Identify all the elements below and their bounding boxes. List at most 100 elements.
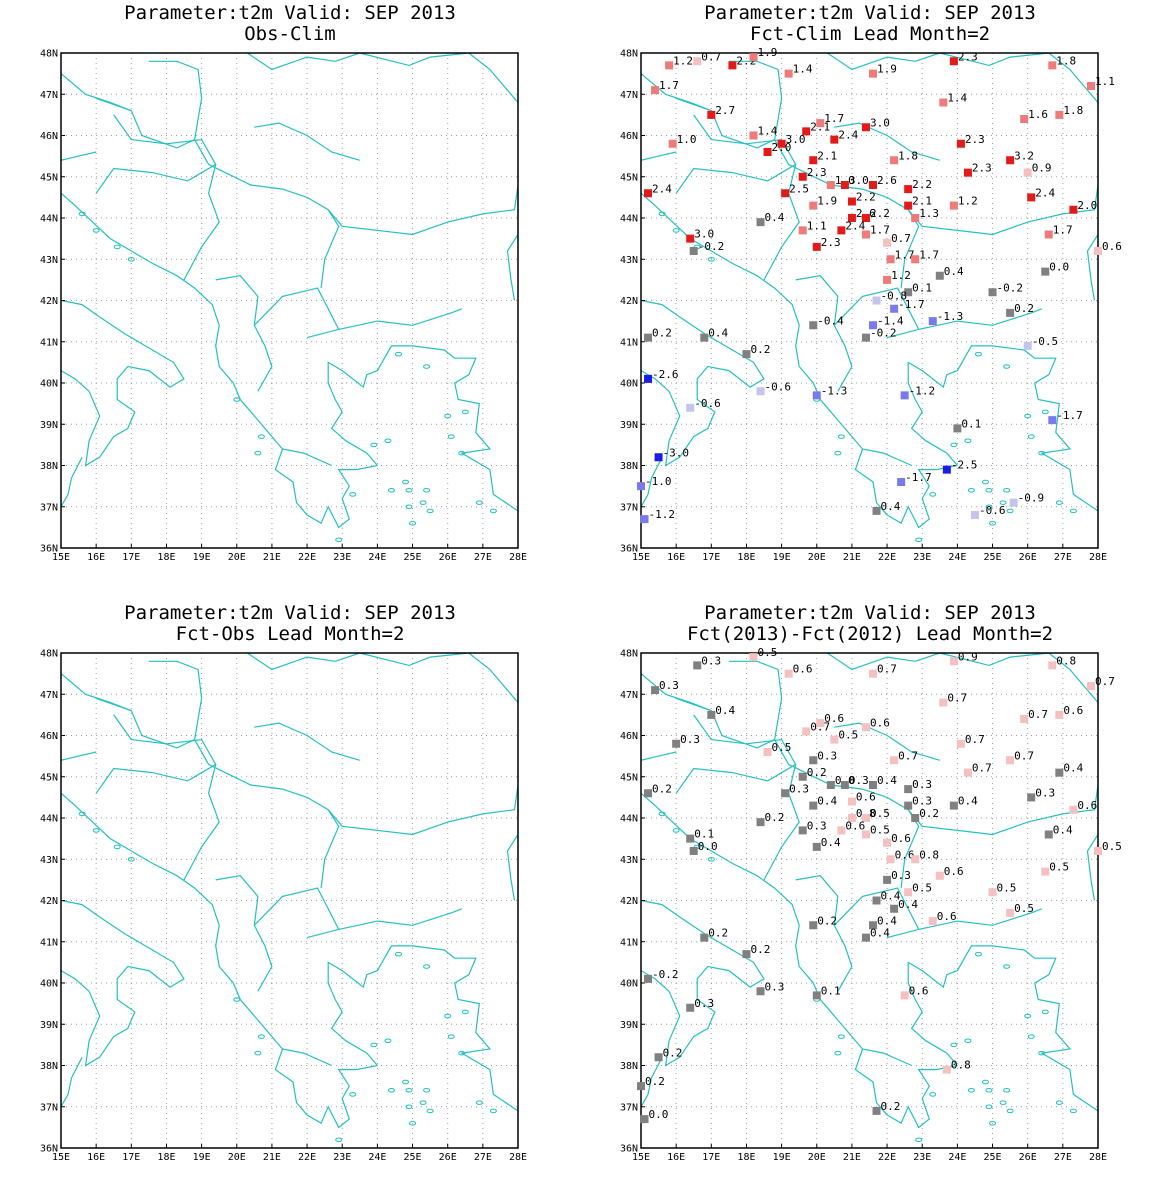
station-marker	[1006, 908, 1015, 917]
coastline	[253, 887, 340, 939]
station-value-label: 3.0	[786, 133, 806, 146]
coastline	[834, 722, 940, 761]
tick-label-lon: 15E	[632, 1152, 650, 1163]
coastlines	[61, 653, 518, 1143]
island	[999, 500, 1007, 505]
station-marker	[809, 201, 818, 210]
tick-label-lat: 43N	[40, 855, 58, 866]
station-marker	[654, 1053, 663, 1062]
island	[985, 1087, 993, 1093]
station-value-label: -0.2	[870, 327, 897, 340]
island	[1069, 1108, 1077, 1114]
panel-title: Parameter:t2m Valid: SEP 2013	[704, 2, 1036, 24]
tick-label-lon: 21E	[263, 552, 281, 563]
coastline	[61, 299, 185, 467]
tick-label-lat: 47N	[40, 690, 58, 701]
coastline	[641, 151, 677, 161]
tick-label-lon: 24E	[368, 1152, 386, 1163]
station-marker	[812, 242, 821, 251]
station-value-label: 0.7	[898, 749, 918, 762]
station-marker	[1006, 308, 1015, 317]
tick-label-lat: 41N	[40, 337, 58, 348]
station-value-label: 0.2	[881, 1100, 901, 1113]
station-value-label: 0.7	[1014, 749, 1034, 762]
station-value-label: 2.3	[807, 166, 827, 179]
station-value-label: 0.2	[645, 1075, 665, 1088]
station-value-label: 0.2	[765, 811, 785, 824]
island	[444, 1013, 452, 1019]
station-value-label: -0.6	[694, 397, 721, 410]
coastline	[148, 660, 518, 836]
panel-title: Parameter:t2m Valid: SEP 2013	[124, 602, 456, 624]
island	[461, 409, 469, 415]
tick-label-lon: 21E	[843, 552, 861, 563]
coastline	[763, 164, 800, 281]
station-marker	[637, 482, 645, 491]
axes: 15E 16E 17E 18E 19E 20E 21E 22E 23E 24E 25E 26E 27E 2…	[620, 49, 1107, 564]
station-marker	[847, 214, 856, 222]
station-value-label: 0.7	[965, 733, 985, 746]
grid-lines	[61, 53, 518, 548]
station-marker	[749, 653, 758, 662]
station-marker	[963, 168, 972, 177]
grid-lines	[641, 53, 1098, 548]
tick-label-lon: 22E	[878, 1152, 896, 1163]
station-marker	[763, 148, 772, 156]
station-marker	[1086, 682, 1095, 690]
station-value-label: 0.6	[856, 791, 876, 804]
tick-label-lat: 39N	[620, 420, 638, 431]
tick-label-lon: 19E	[773, 552, 791, 563]
island	[444, 413, 452, 419]
coastline	[1086, 768, 1098, 901]
island	[915, 537, 923, 543]
coastline	[327, 345, 518, 512]
island	[92, 228, 100, 233]
coastline	[96, 697, 195, 749]
island	[989, 1120, 997, 1126]
station-value-label: 0.5	[757, 646, 777, 659]
panel-fct-obs: Parameter:t2m Valid: SEP 2013 Fct-Obs Le…	[0, 600, 580, 1200]
island	[458, 1050, 466, 1056]
station-marker	[784, 69, 793, 78]
station-value-label: 1.4	[757, 125, 777, 138]
tick-label-lon: 27E	[1054, 1152, 1072, 1163]
tick-label-lon: 23E	[913, 1152, 931, 1163]
station-value-label: -0.8	[881, 290, 908, 303]
station-value-label: -1.7	[898, 298, 925, 311]
station-value-label: 0.4	[944, 265, 964, 278]
station-value-label: 0.3	[701, 654, 721, 667]
station-marker	[651, 86, 660, 95]
coastline	[215, 875, 273, 992]
station-value-label: 0.2	[708, 927, 728, 940]
coastline	[641, 751, 677, 761]
station-marker	[949, 201, 958, 210]
island	[672, 228, 680, 233]
station-marker	[904, 288, 913, 297]
tick-label-lat: 38N	[620, 461, 638, 472]
tick-label-lon: 16E	[87, 1152, 105, 1163]
coastline	[183, 164, 220, 281]
coastline	[641, 899, 765, 1067]
coastline	[215, 275, 273, 392]
coastline	[795, 875, 853, 992]
station-marker	[1048, 61, 1057, 70]
station-value-label: 2.3	[972, 162, 992, 175]
station-marker	[816, 719, 825, 728]
tick-label-lat: 46N	[620, 131, 638, 142]
station-value-label: 0.2	[1014, 302, 1034, 315]
station-marker	[693, 661, 702, 670]
island	[489, 508, 497, 514]
island	[1006, 508, 1014, 514]
coastline	[641, 456, 663, 508]
island	[964, 1038, 972, 1044]
tick-label-lon: 22E	[298, 552, 316, 563]
station-marker	[686, 234, 695, 243]
station-marker	[1023, 168, 1032, 177]
station-value-label: -0.6	[765, 380, 792, 393]
station-value-label: -1.7	[905, 471, 932, 484]
station-value-label: 2.1	[817, 149, 837, 162]
station-value-label: 0.4	[765, 211, 785, 224]
station-marker	[809, 756, 818, 765]
station-marker	[942, 465, 951, 474]
station-value-label: -1.7	[1056, 409, 1083, 422]
